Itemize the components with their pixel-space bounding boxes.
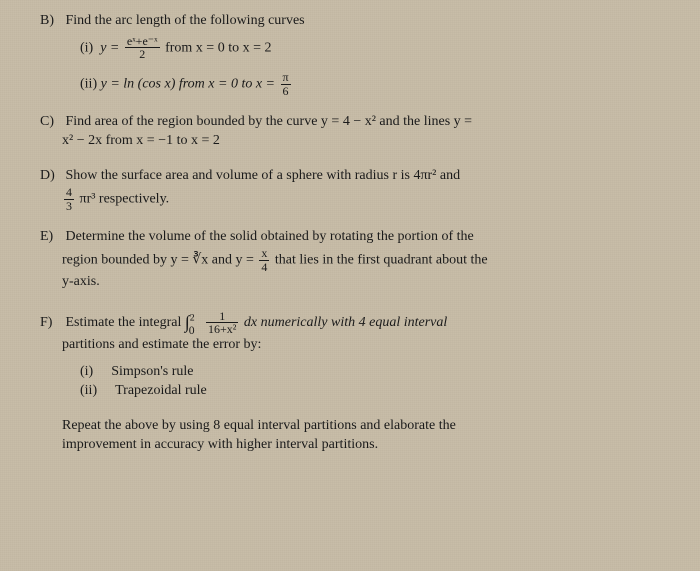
repeat-line1: Repeat the above by using 8 equal interv… xyxy=(62,418,456,433)
f-i-label: (i) xyxy=(80,363,93,382)
label-e: E) xyxy=(40,228,62,247)
e-den: 4 xyxy=(259,261,269,274)
f-frac: 1 16+x² xyxy=(206,310,238,336)
b-ii: (ii) y = ln (cos x) from x = 0 to x = π … xyxy=(80,71,672,97)
d-num: 4 xyxy=(64,186,74,200)
label-c: C) xyxy=(40,113,62,132)
f-tail1: dx numerically with 4 equal interval xyxy=(244,315,447,330)
e-num: x xyxy=(259,247,269,261)
repeat-note: Repeat the above by using 8 equal interv… xyxy=(62,417,672,455)
page-content: B) Find the arc length of the following … xyxy=(0,0,700,466)
d-frac: 4 3 xyxy=(64,186,74,212)
e-frac: x 4 xyxy=(259,247,269,273)
problem-c: C) Find area of the region bounded by th… xyxy=(62,113,672,151)
b-i-num: eˣ+e⁻ˣ xyxy=(125,35,160,49)
repeat-line2: improvement in accuracy with higher inte… xyxy=(62,437,378,452)
e-line3: y-axis. xyxy=(62,274,100,289)
b-i: (i) y = eˣ+e⁻ˣ 2 from x = 0 to x = 2 xyxy=(80,35,672,61)
b-ii-body: y = ln (cos x) from x = 0 to x = xyxy=(101,76,279,91)
f-den: 16+x² xyxy=(206,323,238,336)
d-den: 3 xyxy=(64,200,74,213)
f-method-i: (i) Simpson's rule xyxy=(80,363,672,382)
f-ii-text: Trapezoidal rule xyxy=(115,382,207,401)
b-ii-label: (ii) xyxy=(80,76,97,91)
b-i-tail: from x = 0 to x = 2 xyxy=(165,40,271,55)
e-line2a: region bounded by y = ∛x and y = xyxy=(62,252,257,267)
b-i-lhs: y = xyxy=(100,40,119,55)
b-ii-num: π xyxy=(281,71,291,85)
b-ii-den: 6 xyxy=(281,85,291,98)
e-line2b: that lies in the first quadrant about th… xyxy=(275,252,488,267)
f-lead: Estimate the integral xyxy=(66,315,185,330)
f-ii-label: (ii) xyxy=(80,382,97,401)
b-i-den: 2 xyxy=(125,48,160,61)
f-line2: partitions and estimate the error by: xyxy=(62,337,261,352)
problem-b: B) Find the arc length of the following … xyxy=(62,12,672,97)
b-ii-frac: π 6 xyxy=(281,71,291,97)
label-d: D) xyxy=(40,167,62,186)
d-line2: πr³ respectively. xyxy=(80,191,170,206)
b-i-label: (i) xyxy=(80,40,93,55)
b-i-frac: eˣ+e⁻ˣ 2 xyxy=(125,35,160,61)
c-line1: Find area of the region bounded by the c… xyxy=(66,114,473,129)
f-int-hi: 2 xyxy=(190,312,195,323)
problem-d: D) Show the surface area and volume of a… xyxy=(62,167,672,212)
problem-e: E) Determine the volume of the solid obt… xyxy=(62,228,672,292)
e-line1: Determine the volume of the solid obtain… xyxy=(66,229,474,244)
f-method-ii: (ii) Trapezoidal rule xyxy=(80,382,672,401)
c-line2: x² − 2x from x = −1 to x = 2 xyxy=(62,133,220,148)
problem-f: F) Estimate the integral ∫20 1 16+x² dx … xyxy=(62,308,672,401)
f-num: 1 xyxy=(206,310,238,324)
f-int-lo: 0 xyxy=(189,324,195,337)
label-f: F) xyxy=(40,314,62,333)
d-line1: Show the surface area and volume of a sp… xyxy=(66,168,461,183)
label-b: B) xyxy=(40,12,62,31)
f-methods: (i) Simpson's rule (ii) Trapezoidal rule xyxy=(80,363,672,401)
f-i-text: Simpson's rule xyxy=(111,363,193,382)
b-prompt: Find the arc length of the following cur… xyxy=(66,13,305,28)
